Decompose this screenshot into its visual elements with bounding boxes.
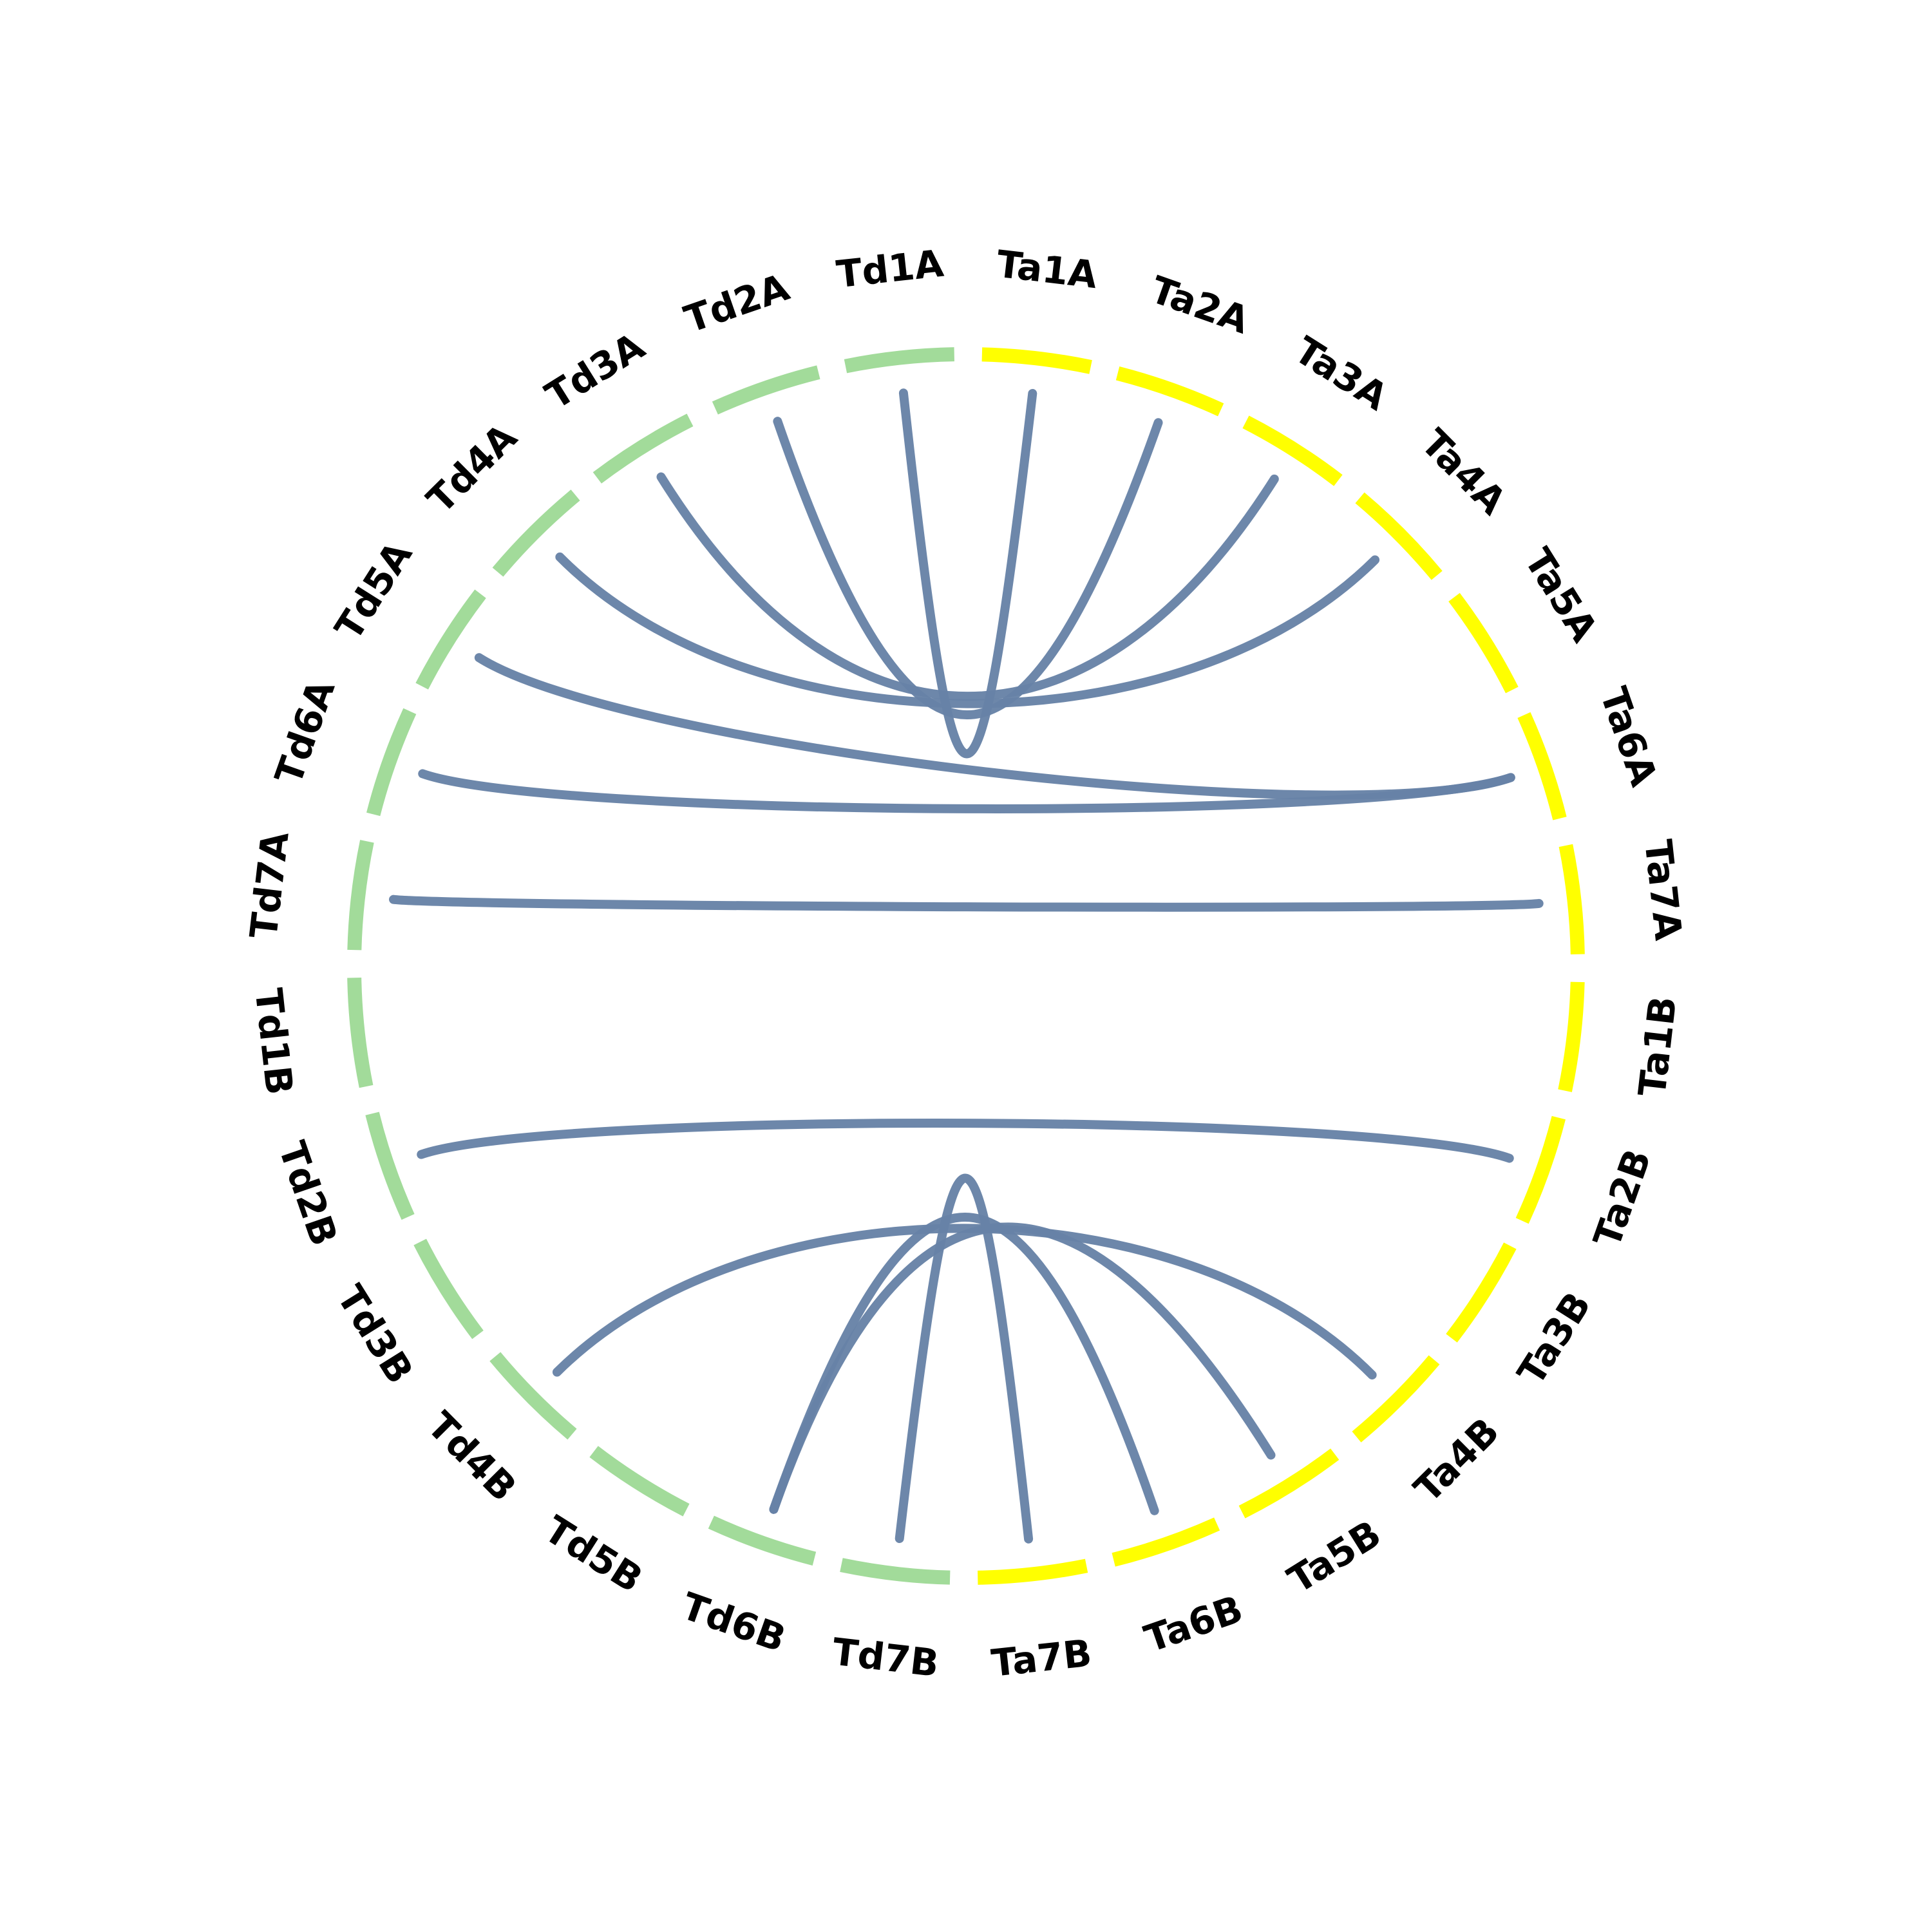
chromosome-label-ta6b: Ta6B bbox=[1139, 1587, 1248, 1661]
chromosome-label-ta4a: Ta4A bbox=[1412, 421, 1515, 523]
chromosome-segment-ta4b bbox=[1352, 1355, 1440, 1443]
chromosome-label-td6a: Td6A bbox=[267, 674, 344, 790]
chromosome-segment-ta3b bbox=[1446, 1242, 1517, 1343]
chromosome-label-ta1b: Ta1B bbox=[1630, 994, 1685, 1099]
chromosome-segment-ta7a bbox=[1558, 844, 1585, 954]
chromosome-label-ta7b: Ta7B bbox=[989, 1631, 1094, 1685]
link-td1a-ta1a bbox=[898, 388, 1037, 759]
chromosome-label-td4a: Td4A bbox=[419, 415, 526, 522]
chromosome-segment-td7b bbox=[840, 1558, 951, 1585]
chromosome-segment-ta2a bbox=[1115, 366, 1224, 417]
chromosome-label-ta2a: Ta2A bbox=[1145, 267, 1255, 342]
chromosome-label-td2b: Td2B bbox=[270, 1136, 346, 1251]
link-td4a-ta4a bbox=[555, 552, 1380, 708]
link-td7b-ta7b bbox=[895, 1173, 1034, 1544]
chromosome-segment-td3b bbox=[413, 1238, 484, 1340]
chromosome-label-ta6a: Ta6A bbox=[1591, 682, 1665, 791]
chromosome-label-ta5b: Ta5B bbox=[1280, 1511, 1388, 1602]
chromosome-label-ta3b: Ta3B bbox=[1509, 1284, 1600, 1392]
chromosome-segment-td5a bbox=[415, 589, 486, 690]
chromosome-label-ta4b: Ta4B bbox=[1406, 1409, 1508, 1511]
chromosome-segment-td7a bbox=[347, 840, 374, 951]
chromosome-segment-td1b bbox=[347, 978, 374, 1088]
chromosome-segment-ta1b bbox=[1558, 981, 1585, 1092]
chromosome-label-ta2b: Ta2B bbox=[1585, 1144, 1660, 1253]
chromosome-segment-td2a bbox=[712, 365, 820, 415]
chromosome-label-td2a: Td2A bbox=[679, 265, 795, 342]
chromosome-label-td3a: Td3A bbox=[538, 324, 652, 418]
chromosome-label-td6b: Td6B bbox=[676, 1584, 791, 1661]
chromosome-label-td7b: Td7B bbox=[830, 1630, 941, 1686]
link-td2b-ta2b bbox=[417, 1119, 1514, 1163]
chromosome-segment-ta5b bbox=[1238, 1448, 1340, 1519]
link-td3a-ta3a bbox=[656, 472, 1279, 701]
links-layer bbox=[388, 388, 1544, 1544]
chromosome-label-ta1a: Ta1A bbox=[994, 242, 1099, 298]
chromosome-label-ta7a: Ta7A bbox=[1636, 837, 1690, 942]
chromosome-segment-ta5a bbox=[1448, 592, 1519, 694]
chromosome-label-ta3a: Ta3A bbox=[1287, 328, 1396, 419]
link-td6b-ta6b bbox=[769, 1213, 1159, 1515]
chromosome-segment-td4b bbox=[489, 1352, 577, 1440]
chromosome-segment-ta6b bbox=[1112, 1517, 1220, 1567]
chromosome-label-ta5a: Ta5A bbox=[1516, 541, 1607, 650]
chromosome-segment-td1a bbox=[844, 347, 954, 374]
chromosome-label-td4b: Td4B bbox=[419, 1403, 525, 1510]
chromosome-segment-ta3a bbox=[1242, 415, 1343, 486]
chromosome-segment-ta4a bbox=[1355, 492, 1443, 580]
link-td6a-ta6a bbox=[418, 769, 1515, 813]
chromosome-label-td1b: Td1B bbox=[246, 986, 301, 1097]
chromosome-segment-ta2b bbox=[1515, 1115, 1566, 1224]
chromosome-segment-td5b bbox=[589, 1446, 690, 1517]
chromosome-label-td5b: Td5B bbox=[536, 1507, 650, 1601]
chromosome-ring bbox=[347, 347, 1585, 1585]
chromosome-segment-td2b bbox=[365, 1112, 415, 1220]
chromosome-segment-td6a bbox=[366, 708, 417, 817]
chromosome-label-td5a: Td5A bbox=[327, 534, 421, 648]
chromosome-label-td3b: Td3B bbox=[328, 1278, 422, 1392]
chromosome-segment-td6b bbox=[708, 1515, 817, 1566]
chromosome-segment-ta7b bbox=[978, 1558, 1088, 1585]
link-td2a-ta2a bbox=[773, 417, 1163, 719]
link-td7a-ta7a bbox=[388, 895, 1544, 912]
chromosome-label-td1a: Td1A bbox=[834, 242, 945, 297]
link-td6b-ta5b bbox=[769, 1222, 1276, 1514]
chromosome-segment-ta1a bbox=[981, 347, 1092, 374]
link-td4b-ta4b bbox=[552, 1224, 1377, 1380]
chromosome-segment-ta6a bbox=[1517, 712, 1567, 820]
chromosome-segment-td4a bbox=[492, 489, 580, 577]
chromosome-label-td7a: Td7A bbox=[242, 829, 298, 941]
chromosome-segment-td3a bbox=[592, 413, 694, 484]
